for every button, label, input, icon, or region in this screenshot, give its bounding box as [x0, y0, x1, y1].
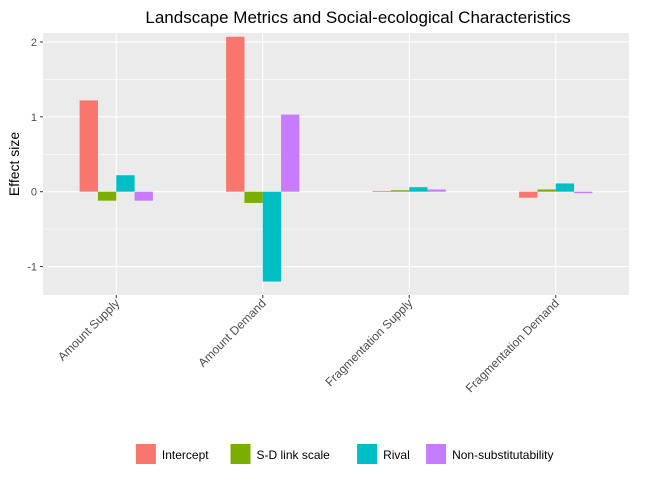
legend-label: Non-substitutability [452, 448, 553, 462]
bar [244, 191, 263, 203]
bar [555, 183, 575, 192]
bar [409, 187, 428, 192]
bar [427, 189, 446, 192]
bar [281, 114, 300, 192]
bar [262, 191, 282, 282]
bar [372, 190, 391, 192]
chart-title: Landscape Metrics and Social-ecological … [145, 8, 570, 27]
legend-key [426, 444, 447, 464]
bar [134, 191, 153, 201]
y-tick-label: 2 [31, 37, 37, 49]
x-tick-label: Fragmentation Demand [463, 296, 562, 395]
y-axis-ticks: -1 0 1 2 [27, 37, 43, 274]
bars-group [79, 36, 593, 282]
legend-label: S-D link scale [257, 448, 331, 462]
bar [226, 36, 245, 192]
bar [537, 189, 556, 192]
plot-panel [43, 33, 629, 295]
bar [79, 100, 98, 192]
legend-label: Rival [383, 448, 410, 462]
bar [97, 191, 117, 201]
x-tick-label: Amount Supply [55, 296, 122, 363]
y-tick-label: 0 [31, 187, 37, 199]
x-tick-label: Fragmentation Supply [322, 296, 415, 389]
legend-label: Intercept [162, 448, 209, 462]
bar [574, 191, 593, 194]
legend: Intercept S-D link scale Rival Non-substitu… [135, 444, 553, 464]
bar [519, 191, 538, 198]
x-axis-ticks: Amount Supply Amount Demand Fragmentation … [55, 295, 562, 395]
legend-key [135, 444, 156, 464]
bar [116, 175, 135, 192]
y-axis-label: Effect size [6, 132, 22, 197]
minor-gridlines [43, 79, 629, 230]
x-tick-label: Amount Demand [195, 296, 269, 370]
y-tick-label: -1 [27, 262, 37, 274]
legend-key [357, 444, 378, 464]
legend-key [230, 444, 251, 464]
bar [390, 190, 410, 192]
y-tick-label: 1 [31, 112, 37, 124]
